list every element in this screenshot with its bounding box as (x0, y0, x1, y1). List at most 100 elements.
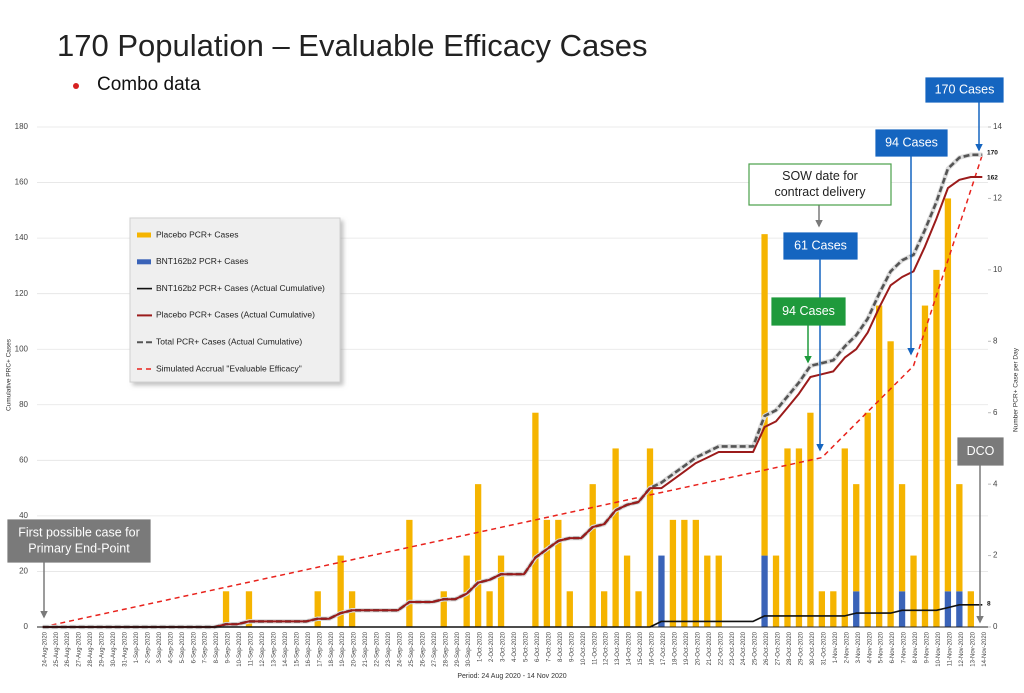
x-axis-label: Period: 24 Aug 2020 - 14 Nov 2020 (457, 673, 566, 680)
x-tick-label: 25-Aug-2020 (54, 631, 60, 666)
bar (245, 591, 253, 627)
legend: Placebo PCR+ Cases BNT162b2 PCR+ Cases BNT… (129, 217, 341, 383)
x-tick-label: 27-Oct-2020 (776, 631, 782, 665)
x-tick-label: 25-Sep-2020 (409, 631, 415, 666)
annotation-box (783, 232, 858, 260)
bar (474, 484, 482, 627)
y2-tick-label: 2 (993, 551, 998, 560)
bar (887, 341, 894, 627)
x-tick-label: 6-Nov-2020 (890, 631, 896, 663)
legend-swatch (137, 259, 151, 265)
x-tick-label: 25-Oct-2020 (753, 631, 759, 665)
y2-tick-label: 14 (993, 122, 1002, 131)
bar (864, 412, 871, 627)
x-tick-label: 11-Nov-2020 (947, 631, 953, 666)
bar (715, 555, 722, 627)
x-tick-label: 29-Oct-2020 (799, 631, 805, 665)
bar (933, 269, 940, 627)
x-tick-label: 10-Sep-2020 (237, 631, 243, 666)
x-tick-label: 11-Oct-2020 (592, 631, 598, 665)
x-tick-label: 14-Oct-2020 (627, 631, 633, 665)
bar (314, 591, 321, 627)
x-tick-label: 8-Oct-2020 (558, 631, 564, 662)
x-tick-label: 29-Aug-2020 (100, 631, 106, 666)
x-tick-label: 20-Sep-2020 (352, 631, 358, 666)
annotation: DCO (957, 437, 1004, 624)
x-tick-label: 26-Oct-2020 (764, 631, 770, 665)
annotation-text: contract delivery (774, 185, 866, 199)
bar (406, 519, 413, 627)
x-tick-label: 11-Sep-2020 (249, 631, 255, 666)
x-tick-label: 27-Aug-2020 (77, 631, 83, 666)
legend-label: Total PCR+ Cases (Actual Cumulative) (156, 336, 302, 346)
x-tick-label: 15-Oct-2020 (638, 631, 644, 665)
y-tick-label: 60 (19, 455, 28, 464)
y2-tick-label: 6 (993, 408, 998, 417)
bar (440, 591, 447, 627)
annotation-text: 61 Cases (794, 238, 847, 252)
bar (921, 305, 929, 627)
y-axis-label: Cumulative PRC+ Cases (6, 338, 13, 411)
x-tick-label: 5-Sep-2020 (180, 631, 186, 663)
legend-label: Placebo PCR+ Cases (156, 229, 238, 239)
x-tick-label: 8-Sep-2020 (214, 631, 220, 663)
bar (910, 555, 917, 627)
line (42, 154, 984, 628)
bar (795, 448, 803, 627)
x-tick-label: 30-Sep-2020 (466, 631, 472, 666)
x-tick-label: 7-Oct-2020 (546, 631, 552, 662)
bar (967, 591, 974, 627)
bar (704, 555, 711, 627)
bar (772, 555, 780, 627)
x-tick-label: 2-Sep-2020 (145, 631, 151, 663)
x-tick-label: 23-Sep-2020 (386, 631, 392, 666)
x-tick-label: 10-Oct-2020 (581, 631, 587, 665)
bar (830, 591, 837, 627)
x-tick-label: 2-Nov-2020 (844, 631, 850, 663)
x-tick-label: 28-Oct-2020 (787, 631, 793, 665)
y-tick-label: 120 (15, 289, 29, 298)
x-tick-label: 12-Nov-2020 (959, 631, 965, 666)
bar (944, 591, 952, 627)
y2-tick-label: 10 (993, 265, 1002, 274)
x-tick-label: 13-Oct-2020 (615, 631, 621, 665)
annotation: 94 Cases (875, 129, 948, 356)
x-tick-label: 27-Sep-2020 (432, 631, 438, 666)
x-tick-label: 23-Oct-2020 (730, 631, 736, 665)
x-tick-label: 22-Oct-2020 (718, 631, 724, 665)
bar (841, 448, 848, 627)
x-tick-label: 24-Oct-2020 (741, 631, 747, 665)
y-tick-label: 40 (19, 511, 28, 520)
x-tick-label: 19-Oct-2020 (684, 631, 690, 665)
bar (497, 555, 505, 627)
x-tick-label: 16-Sep-2020 (306, 631, 312, 666)
x-tick-label: 12-Oct-2020 (604, 631, 610, 665)
bar (669, 519, 677, 627)
bar (692, 519, 699, 627)
x-tick-label: 6-Oct-2020 (535, 631, 541, 662)
legend-label: BNT162b2 PCR+ Cases (Actual Cumulative) (156, 283, 325, 293)
bar (612, 448, 619, 627)
y-tick-label: 180 (15, 122, 29, 131)
x-tick-label: 26-Aug-2020 (65, 631, 71, 666)
x-tick-label: 13-Sep-2020 (271, 631, 277, 666)
annotation-box (748, 163, 892, 206)
y2-axis-label: Number PCR+ Case per Day (1013, 347, 1020, 432)
x-tick-label: 16-Oct-2020 (650, 631, 656, 665)
bar (853, 591, 860, 627)
x-tick-label: 1-Nov-2020 (833, 631, 839, 663)
annotation: First possible case for Primary End-Point (7, 519, 151, 619)
x-tick-label: 2-Oct-2020 (489, 631, 495, 662)
annotation-box (925, 77, 1004, 103)
x-tick-label: 14-Nov-2020 (982, 631, 988, 666)
end-label: 8 (987, 600, 991, 607)
bar (898, 484, 906, 592)
bar (784, 448, 791, 627)
x-tick-label: 26-Sep-2020 (420, 631, 426, 666)
x-tick-label: 12-Sep-2020 (260, 631, 266, 666)
end-label: 170 (987, 149, 998, 156)
bar (555, 519, 562, 627)
bar (222, 591, 230, 627)
x-tick-label: 24-Aug-2020 (42, 631, 48, 666)
